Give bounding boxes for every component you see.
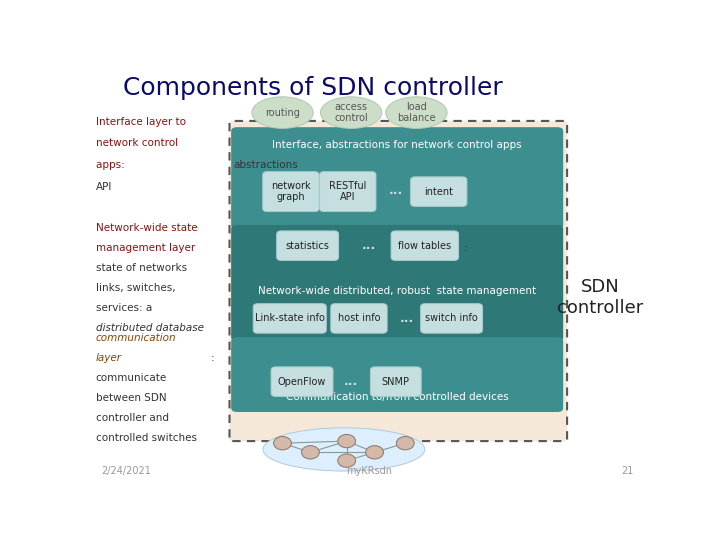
Text: communication: communication <box>96 333 176 343</box>
Text: host info: host info <box>338 313 380 323</box>
Ellipse shape <box>263 428 425 471</box>
Ellipse shape <box>320 97 382 129</box>
Ellipse shape <box>252 97 313 129</box>
FancyBboxPatch shape <box>320 172 376 212</box>
Text: flow tables: flow tables <box>398 241 451 251</box>
Text: statistics: statistics <box>286 241 330 251</box>
Circle shape <box>274 436 292 450</box>
Text: API: API <box>96 181 112 192</box>
Text: between SDN: between SDN <box>96 393 166 403</box>
Text: Interface, abstractions for network control apps: Interface, abstractions for network cont… <box>272 140 522 150</box>
Text: myKRsdn: myKRsdn <box>346 465 392 476</box>
Text: routing: routing <box>265 107 300 118</box>
Text: ...: ... <box>389 184 403 197</box>
Text: RESTful
API: RESTful API <box>329 181 366 202</box>
Text: communicate: communicate <box>96 373 167 383</box>
FancyBboxPatch shape <box>253 303 326 333</box>
Circle shape <box>338 454 356 467</box>
Text: :: : <box>211 353 215 363</box>
Text: Link-state info: Link-state info <box>255 313 325 323</box>
Text: SDN
controller: SDN controller <box>557 278 644 317</box>
Text: network
graph: network graph <box>271 181 311 202</box>
FancyBboxPatch shape <box>263 172 319 212</box>
Ellipse shape <box>386 97 447 129</box>
Text: management layer: management layer <box>96 243 195 253</box>
Text: 2/24/2021: 2/24/2021 <box>101 465 151 476</box>
Text: abstractions: abstractions <box>234 160 298 170</box>
Circle shape <box>302 446 320 459</box>
FancyBboxPatch shape <box>231 225 563 341</box>
Text: access
control: access control <box>334 102 368 124</box>
Circle shape <box>396 436 414 450</box>
FancyBboxPatch shape <box>410 177 467 206</box>
FancyBboxPatch shape <box>330 303 387 333</box>
Text: ...: ... <box>362 239 376 252</box>
Text: load
balance: load balance <box>397 102 436 124</box>
Text: ...: ... <box>400 312 414 325</box>
Text: OpenFlow: OpenFlow <box>278 376 326 387</box>
Circle shape <box>366 446 384 459</box>
FancyBboxPatch shape <box>231 337 563 412</box>
Circle shape <box>338 435 356 448</box>
Text: services: a: services: a <box>96 302 152 313</box>
Text: intent: intent <box>424 187 454 197</box>
FancyBboxPatch shape <box>230 121 567 441</box>
Text: network control: network control <box>96 138 178 149</box>
Text: apps:: apps: <box>96 160 127 170</box>
FancyBboxPatch shape <box>420 303 482 333</box>
Text: switch info: switch info <box>426 313 478 323</box>
Text: Communication to/from controlled devices: Communication to/from controlled devices <box>286 393 508 402</box>
Text: distributed database: distributed database <box>96 322 204 333</box>
Text: state of networks: state of networks <box>96 263 186 273</box>
Text: layer: layer <box>96 353 122 363</box>
FancyBboxPatch shape <box>231 127 563 229</box>
Text: ...: ... <box>344 375 359 388</box>
Text: controlled switches: controlled switches <box>96 433 197 443</box>
Text: :: : <box>464 243 467 253</box>
Text: 21: 21 <box>621 465 634 476</box>
Text: SNMP: SNMP <box>382 376 410 387</box>
Text: Components of SDN controller: Components of SDN controller <box>124 76 503 100</box>
FancyBboxPatch shape <box>391 231 459 260</box>
FancyBboxPatch shape <box>271 367 333 396</box>
Text: controller and: controller and <box>96 413 168 423</box>
Text: links, switches,: links, switches, <box>96 282 175 293</box>
FancyBboxPatch shape <box>370 367 421 396</box>
Text: Network-wide distributed, robust  state management: Network-wide distributed, robust state m… <box>258 286 536 296</box>
FancyBboxPatch shape <box>276 231 338 260</box>
Text: Interface layer to: Interface layer to <box>96 117 186 127</box>
Text: Network-wide state: Network-wide state <box>96 223 197 233</box>
